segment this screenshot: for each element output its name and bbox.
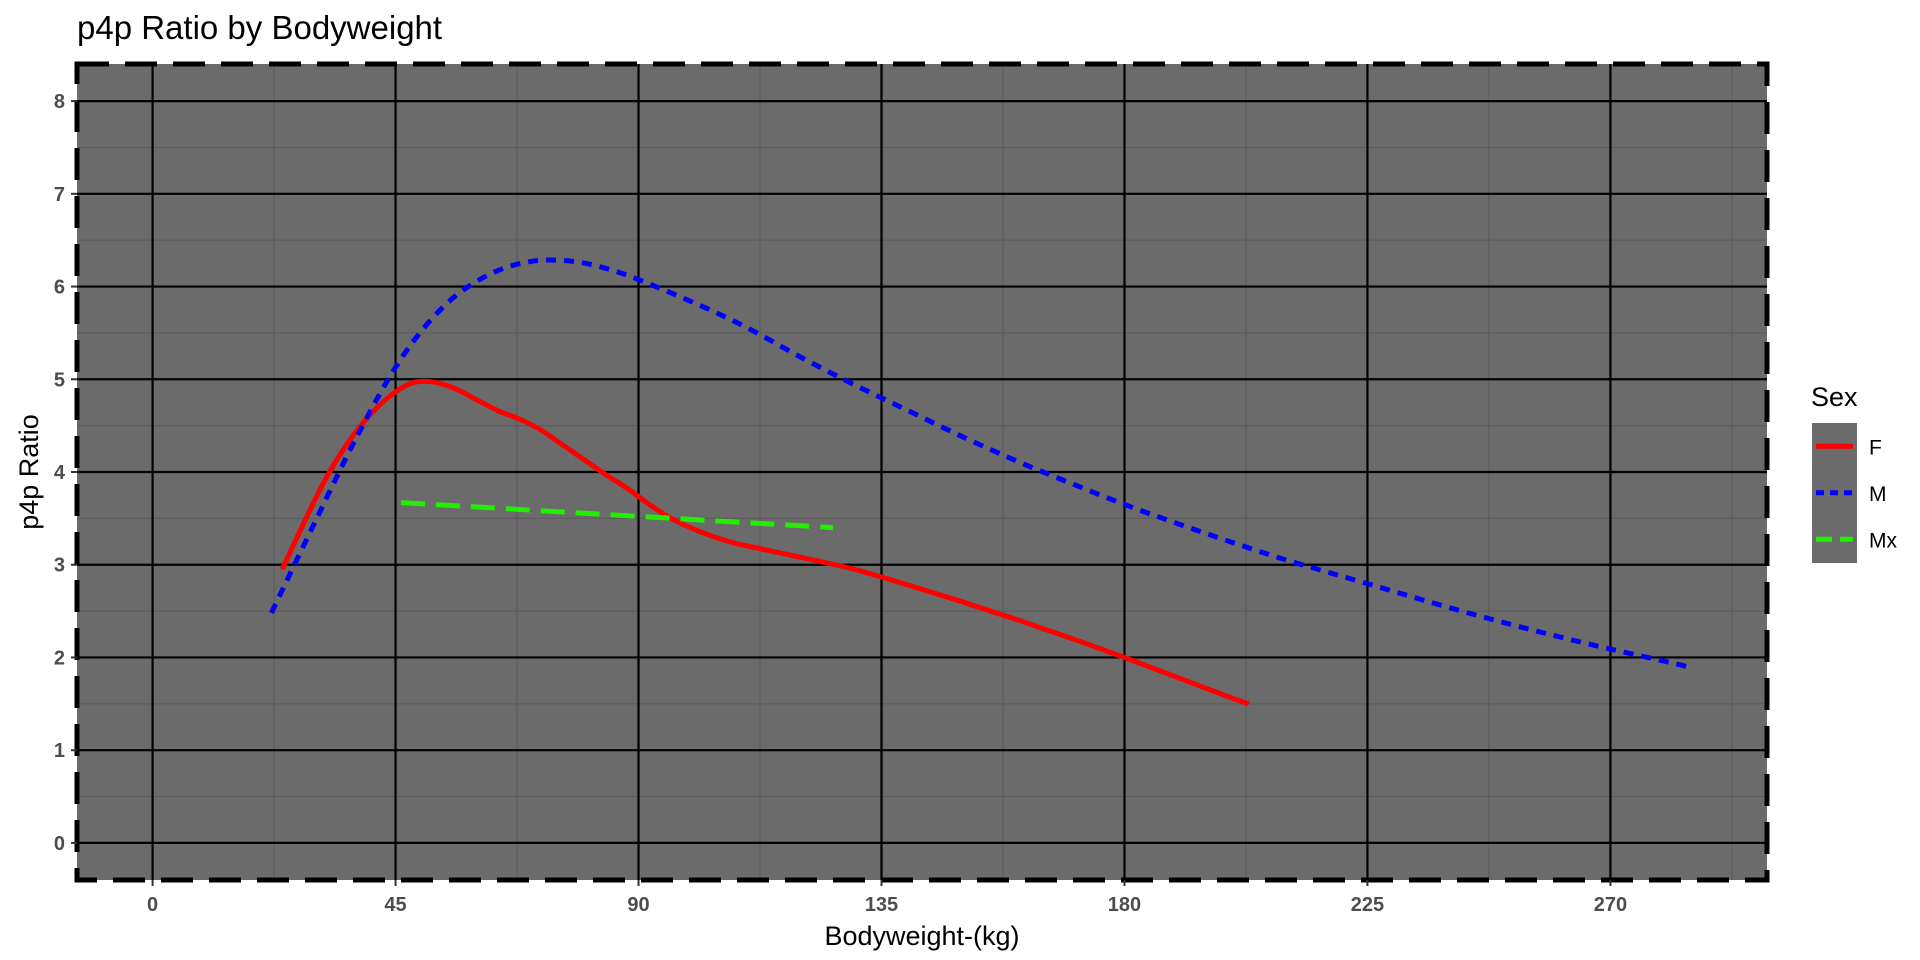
y-tick-label: 4 (54, 462, 66, 484)
x-tick-label: 0 (147, 894, 158, 916)
legend-label-mx: Mx (1869, 529, 1897, 552)
legend-label-m: M (1869, 483, 1887, 506)
minor-gridlines (77, 64, 1767, 880)
chart-title: p4p Ratio by Bodyweight (77, 9, 442, 46)
x-tick-label: 90 (627, 894, 649, 916)
plot-panel-border (74, 61, 1770, 883)
x-axis-title: Bodyweight-(kg) (824, 921, 1019, 951)
legend-title: Sex (1811, 382, 1858, 412)
series-line-mx (400, 500, 834, 531)
x-axis-ticks: 0 45 90 135 180 225 270 (147, 880, 1627, 916)
y-tick-label: 8 (54, 91, 65, 113)
legend-items: F M Mx (1816, 436, 1897, 552)
y-tick-label: 6 (54, 277, 65, 299)
y-tick-label: 5 (54, 369, 65, 391)
series-line-m (269, 257, 1692, 671)
x-tick-label: 180 (1108, 894, 1141, 916)
major-gridlines (77, 64, 1767, 880)
y-axis-title: p4p Ratio (14, 414, 44, 530)
y-axis-ticks: 0 1 2 3 4 5 6 7 8 (54, 91, 77, 855)
legend: Sex F M Mx (1811, 382, 1897, 563)
legend-label-f: F (1869, 436, 1882, 459)
x-tick-label: 45 (384, 894, 406, 916)
series-line-f (279, 378, 1250, 707)
y-tick-label: 2 (54, 647, 65, 669)
series-lines (269, 257, 1692, 707)
x-tick-label: 270 (1594, 894, 1627, 916)
x-tick-label: 225 (1351, 894, 1384, 916)
y-tick-label: 3 (54, 555, 65, 577)
y-tick-label: 0 (54, 833, 65, 855)
x-tick-label: 135 (865, 894, 898, 916)
y-tick-label: 1 (54, 740, 65, 762)
y-tick-label: 7 (54, 184, 65, 206)
